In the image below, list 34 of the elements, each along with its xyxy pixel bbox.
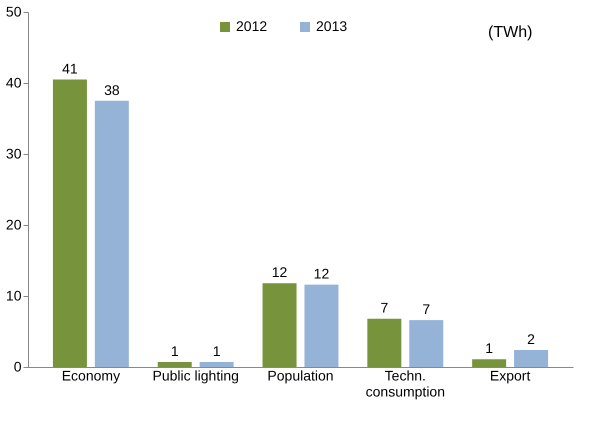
- annotation: (TWh): [488, 24, 532, 41]
- bar: [304, 284, 338, 367]
- bar: [94, 100, 129, 367]
- bar: [409, 320, 444, 367]
- y-tick-label: 30: [6, 146, 22, 162]
- y-tick-label: 10: [6, 288, 22, 304]
- x-tick-label: Public lighting: [152, 368, 239, 384]
- y-tick-label: 20: [6, 216, 22, 232]
- legend-label: 2012: [236, 18, 268, 34]
- data-label: 38: [104, 82, 120, 98]
- x-tick-label: Techn. consumption: [366, 368, 446, 400]
- bar: [52, 79, 87, 367]
- y-tick-label: 40: [6, 74, 22, 90]
- legend-label: 2013: [316, 18, 348, 34]
- bar: [158, 362, 192, 367]
- x-tick-label: Economy: [62, 368, 120, 384]
- data-label: 12: [314, 266, 330, 282]
- data-label: 12: [272, 264, 288, 280]
- data-label: 7: [422, 301, 430, 318]
- x-tick-label: Population: [267, 368, 334, 384]
- data-label: 2: [527, 330, 536, 347]
- bar: [472, 359, 506, 367]
- data-label: 1: [170, 343, 179, 360]
- data-label: 1: [485, 340, 494, 356]
- bar: [262, 283, 297, 367]
- data-label: 1: [212, 343, 221, 360]
- bar: [200, 362, 234, 367]
- data-label: 7: [380, 300, 388, 316]
- x-tick-label: Export: [490, 368, 530, 384]
- y-tick-label: 50: [6, 4, 22, 20]
- y-tick-label: 0: [14, 358, 22, 374]
- bar: [514, 350, 548, 367]
- bar: [367, 318, 402, 367]
- data-label: 41: [62, 60, 78, 76]
